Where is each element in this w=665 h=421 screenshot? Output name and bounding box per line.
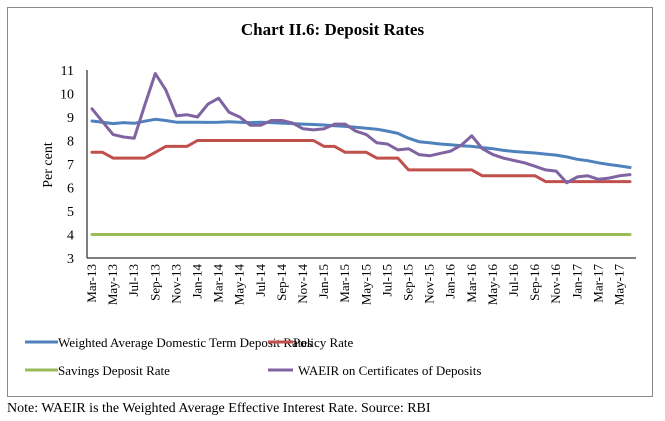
x-tick-label: Nov-13 (168, 264, 183, 304)
y-tick-label: 5 (67, 205, 74, 220)
legend: Weighted Average Domestic Term Deposit R… (25, 335, 481, 378)
chart-title: Chart II.6: Deposit Rates (240, 20, 425, 39)
x-tick-label: Jan-17 (569, 264, 584, 299)
x-tick-label: May-13 (105, 264, 120, 305)
x-ticks: Mar-13 May-13 Jul-13 Sep-13 Nov-13 Jan-14 Mar-… (84, 264, 626, 306)
x-tick-label: Jan-14 (189, 264, 204, 299)
x-tick-label: Jan-16 (443, 264, 458, 299)
series-lines (90, 72, 632, 236)
x-tick-label: Mar-13 (84, 264, 99, 303)
legend-label-1: Policy Rate (293, 335, 354, 350)
y-axis-label: Per cent (41, 142, 56, 188)
x-tick-label: May-14 (232, 264, 247, 306)
y-tick-label: 6 (67, 182, 74, 197)
y-tick-label: 10 (60, 88, 74, 103)
y-tick-label: 11 (61, 64, 74, 79)
series-line-0 (90, 117, 632, 169)
x-tick-label: May-17 (611, 264, 626, 306)
x-tick-label: Mar-16 (464, 264, 479, 303)
footnote: Note: WAEIR is the Weighted Average Effe… (7, 401, 431, 416)
legend-label-3: WAEIR on Certificates of Deposits (298, 363, 481, 378)
x-tick-label: Mar-17 (590, 264, 605, 303)
y-tick-label: 9 (67, 111, 74, 126)
x-tick-label: Jul-16 (506, 264, 521, 297)
x-tick-label: Jul-15 (379, 264, 394, 297)
axes: Per cent (41, 70, 636, 259)
x-tick-label: Nov-16 (548, 264, 563, 304)
x-tick-label: Jan-15 (316, 264, 331, 299)
x-tick-label: Nov-14 (295, 264, 310, 304)
y-tick-label: 4 (67, 229, 74, 244)
x-tick-label: May-16 (485, 264, 500, 306)
y-tick-label: 8 (67, 135, 74, 150)
y-tick-label: 3 (67, 252, 74, 267)
x-tick-label: Mar-15 (337, 264, 352, 303)
x-tick-label: Sep-13 (147, 264, 162, 301)
y-tick-label: 7 (67, 158, 74, 173)
series-line-1 (90, 139, 632, 184)
series-line-3 (90, 72, 632, 185)
x-tick-label: Sep-15 (400, 264, 415, 301)
x-tick-label: Sep-16 (527, 264, 542, 301)
legend-label-0: Weighted Average Domestic Term Deposit R… (58, 335, 312, 350)
x-tick-label: Mar-14 (211, 264, 226, 303)
x-tick-label: Nov-15 (422, 264, 437, 304)
x-tick-label: May-15 (358, 264, 373, 305)
chart-frame (7, 7, 653, 397)
x-tick-label: Sep-14 (274, 264, 289, 301)
x-tick-label: Jul-14 (253, 264, 268, 297)
y-ticks: 3 4 5 6 7 8 9 10 11 (60, 64, 74, 267)
x-tick-label: Jul-13 (126, 264, 141, 297)
legend-label-2: Savings Deposit Rate (58, 363, 170, 378)
